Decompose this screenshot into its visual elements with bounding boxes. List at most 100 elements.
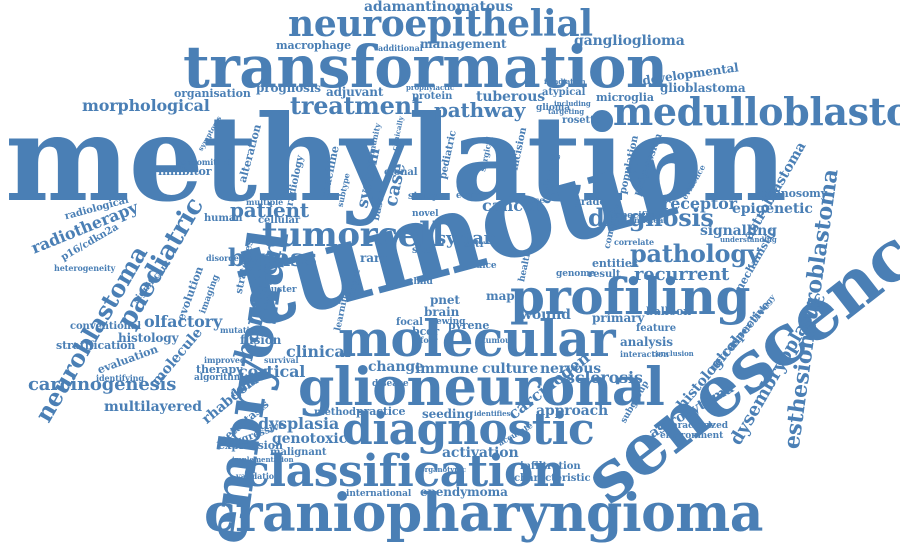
word-bypass: bypass — [228, 243, 317, 272]
word-balloon: balloon — [646, 305, 692, 318]
word-novel: novel — [412, 209, 439, 219]
word-culture: culture — [482, 361, 538, 377]
word-disease: disease — [372, 379, 409, 389]
word-wound: wound — [520, 307, 571, 323]
word-treatment: treatment — [290, 91, 423, 120]
word-pathway: pathway — [434, 98, 526, 122]
word-heterogeneity: heterogeneity — [54, 263, 116, 273]
word-sstr: sstr — [464, 239, 485, 250]
word-improved: improved — [204, 355, 246, 365]
word-international: international — [346, 489, 412, 499]
word-focal: focal — [396, 317, 423, 328]
word-microglia: microglia — [596, 91, 654, 104]
word-seeding: seeding — [422, 407, 474, 421]
word-irradiation: irradiation — [544, 77, 586, 86]
word-conventional: conventional — [70, 321, 141, 332]
word-specific: specific — [616, 211, 655, 221]
word-including: including — [554, 99, 591, 108]
word-genotoxic: genotoxic — [272, 431, 347, 447]
word-imaging: imaging — [198, 273, 222, 316]
word-identifying: identifying — [96, 373, 144, 383]
word-characteristic: characteristic — [514, 473, 591, 484]
word-clinical: clinical — [286, 342, 351, 361]
word-identifies: identifies — [474, 409, 511, 418]
word-understanding: understanding — [720, 235, 777, 244]
word-foxr: foxr — [420, 335, 438, 345]
word-therapy: therapy — [196, 363, 243, 376]
word-epigenetic: epigenetic — [732, 201, 813, 217]
word-methylation: methylation — [5, 89, 787, 228]
word-monosomy: monosomy — [762, 187, 827, 200]
word-etmr: etmr — [456, 191, 480, 201]
word-interaction: interaction — [620, 349, 669, 359]
word-patient: patient — [230, 198, 309, 222]
word-glioma: glioma — [536, 103, 570, 113]
word-macrophage: macrophage — [276, 39, 352, 52]
word-additional: additional — [378, 43, 423, 53]
word-profiling: profiling — [510, 267, 750, 326]
word-pathology: pathology — [630, 239, 761, 268]
word-multiple: multiple — [246, 197, 284, 207]
word-morphological: morphological — [82, 96, 210, 115]
word-concomitant: concomitant — [176, 157, 232, 167]
word-atypical: atypical — [542, 87, 586, 98]
word-ewing: ewing — [436, 317, 466, 327]
word-molecular: molecular — [338, 309, 616, 368]
word-pnet: pnet — [430, 293, 460, 307]
word-primary: primary — [592, 311, 645, 325]
word-algorithm: algorithm — [194, 373, 244, 383]
word-child: child — [408, 277, 433, 287]
word-nervous: nervous — [540, 361, 602, 377]
word-protein: protein — [412, 91, 453, 102]
word-histology: histology — [118, 331, 179, 345]
word-activation: activation — [442, 445, 519, 461]
word-characterized: characterized — [660, 421, 728, 431]
word-carcinogenesis: carcinogenesis — [28, 374, 177, 395]
word-bcor: bcor — [412, 325, 440, 338]
word-implementation: implementation — [232, 455, 294, 464]
word-dice: dice — [476, 261, 497, 271]
word-organisation: organisation — [174, 87, 251, 100]
word-mapk: mapk — [486, 289, 523, 303]
word-approach: approach — [536, 403, 609, 419]
word-infiltration: infiltration — [520, 461, 581, 472]
word-sclerosis: sclerosis — [566, 368, 643, 387]
word-immune: immune — [415, 361, 479, 377]
word-inhibitor: inhibitor — [158, 165, 212, 178]
word-ganglioglioma: ganglioglioma — [574, 33, 685, 49]
word-tumou: tumou — [482, 335, 511, 345]
word-adjuvant: adjuvant — [326, 85, 384, 99]
word-organotypic: organotypic — [420, 465, 466, 474]
word-mutation: mutation — [220, 325, 261, 335]
word-nuclear: nuclear — [634, 215, 668, 225]
word-human: human — [204, 213, 243, 224]
word-brain: brain — [424, 305, 460, 319]
word-study: study — [408, 191, 438, 202]
word-stratification: stratification — [56, 339, 136, 352]
word-cluster: cluster — [262, 285, 297, 295]
word-tuberous: tuberous — [476, 89, 545, 105]
word-expression: expression — [218, 439, 283, 452]
word-conclusion: conclusion — [652, 349, 694, 358]
word-recurrent: recurrent — [634, 264, 730, 285]
word-craniopharyngioma: craniopharyngioma — [204, 483, 763, 544]
word-rosette: rosette — [562, 115, 601, 126]
word-targeting: targeting — [548, 107, 585, 116]
word-result: result — [588, 269, 621, 280]
word-receptor: receptor — [662, 194, 737, 213]
word-glioblastoma: glioblastoma — [660, 81, 746, 95]
word-malignant: malignant — [270, 447, 327, 458]
word-diffuse: diffuse — [514, 195, 545, 205]
word-environment: environment — [660, 431, 724, 441]
word-clonal: clonal — [384, 167, 418, 178]
word-rare: rare — [360, 251, 388, 265]
word-validation: validation — [236, 471, 280, 481]
word-correlate: correlate — [614, 237, 655, 247]
word-grade: grade — [574, 197, 606, 208]
word-cancer: cancer — [482, 196, 542, 215]
word-analysis: analysis — [620, 335, 673, 349]
word-cellular: cellular — [258, 215, 301, 226]
word-site: site — [412, 245, 433, 256]
word-diagnosis: diagnosis — [588, 203, 714, 232]
word-medulloblastoma: medulloblastoma — [613, 89, 900, 134]
